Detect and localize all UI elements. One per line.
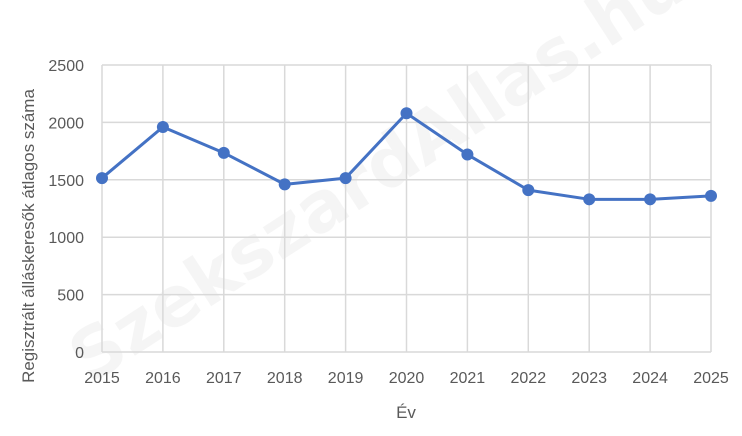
data-point: [522, 184, 535, 197]
y-axis-ticks: 0 500 1000 1500 2000 2500: [48, 58, 84, 362]
x-tick-label: 2021: [450, 370, 486, 387]
y-tick-label: 500: [57, 288, 84, 305]
x-tick-label: 2024: [632, 370, 668, 387]
y-tick-label: 1000: [48, 230, 84, 247]
data-point: [644, 193, 657, 206]
data-point: [705, 189, 717, 202]
x-tick-label: 2015: [84, 370, 120, 387]
data-point: [339, 172, 352, 185]
x-tick-label: 2019: [328, 370, 364, 387]
x-axis-ticks: 2015 2016 2017 2018 2019 2020 2021 2022 2023 2024…: [84, 370, 729, 387]
data-point: [156, 120, 169, 133]
x-tick-label: 2020: [389, 370, 425, 387]
y-tick-label: 1500: [48, 173, 84, 190]
data-point: [400, 107, 413, 120]
x-tick-label: 2016: [145, 370, 181, 387]
x-axis-title: Év: [396, 403, 416, 422]
data-point: [278, 178, 291, 191]
data-point: [217, 146, 230, 159]
data-point: [583, 193, 596, 206]
data-markers: [96, 107, 717, 206]
x-tick-label: 2018: [267, 370, 303, 387]
y-axis-title: Regisztrált álláskeresők átlagos száma: [19, 89, 38, 383]
y-tick-label: 0: [75, 345, 84, 362]
data-point: [96, 172, 108, 185]
x-tick-label: 2025: [693, 370, 729, 387]
y-tick-label: 2500: [48, 58, 84, 75]
x-tick-label: 2023: [571, 370, 607, 387]
x-tick-label: 2017: [206, 370, 242, 387]
y-tick-label: 2000: [48, 115, 84, 132]
data-point: [461, 148, 474, 161]
x-tick-label: 2022: [511, 370, 547, 387]
